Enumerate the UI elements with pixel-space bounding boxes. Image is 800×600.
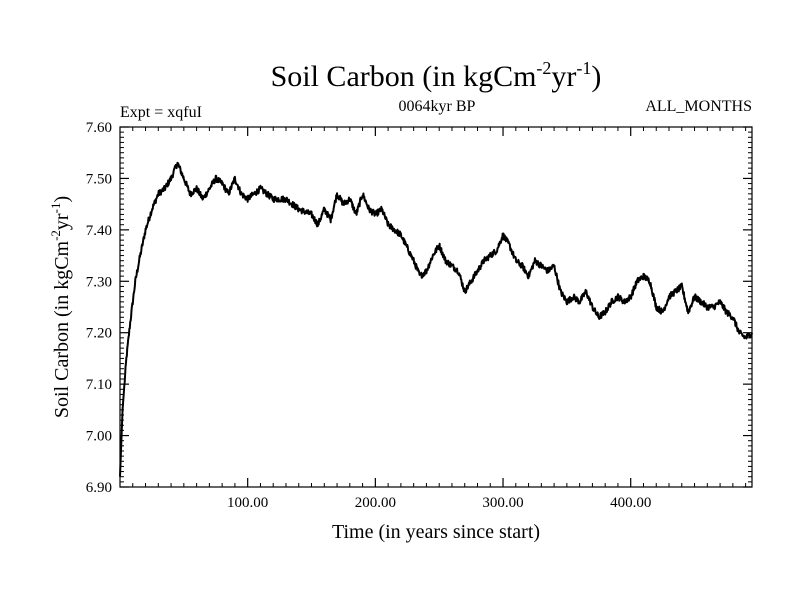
y-tick-label: 7.40 <box>86 223 112 239</box>
period-label: 0064kyr BP <box>399 98 476 115</box>
y-tick-label: 7.10 <box>86 377 112 393</box>
x-tick-label: 200.00 <box>355 495 396 511</box>
y-tick-label: 6.90 <box>86 480 112 496</box>
y-tick-label: 7.50 <box>86 171 112 187</box>
months-label: ALL_MONTHS <box>645 98 752 115</box>
y-tick-label: 7.60 <box>86 120 112 136</box>
x-tick-label: 400.00 <box>610 495 651 511</box>
y-tick-label: 7.30 <box>86 274 112 290</box>
y-tick-label: 7.00 <box>86 429 112 445</box>
y-axis-label: Soil Carbon (in kgCm-2yr-1) <box>48 196 73 418</box>
chart-title: Soil Carbon (in kgCm-2yr-1) <box>271 58 602 93</box>
y-tick-labels: 6.90 7.00 7.10 7.20 7.30 7.40 7.50 7.60 <box>86 120 112 496</box>
x-tick-labels: 100.00 200.00 300.00 400.00 <box>227 495 651 511</box>
experiment-label: Expt = xqfuI <box>120 104 202 121</box>
x-axis-label: Time (in years since start) <box>332 521 540 543</box>
x-tick-label: 100.00 <box>227 495 268 511</box>
y-tick-label: 7.20 <box>86 326 112 342</box>
x-tick-label: 300.00 <box>482 495 523 511</box>
ticks <box>120 126 752 488</box>
soil-carbon-line <box>119 161 753 477</box>
